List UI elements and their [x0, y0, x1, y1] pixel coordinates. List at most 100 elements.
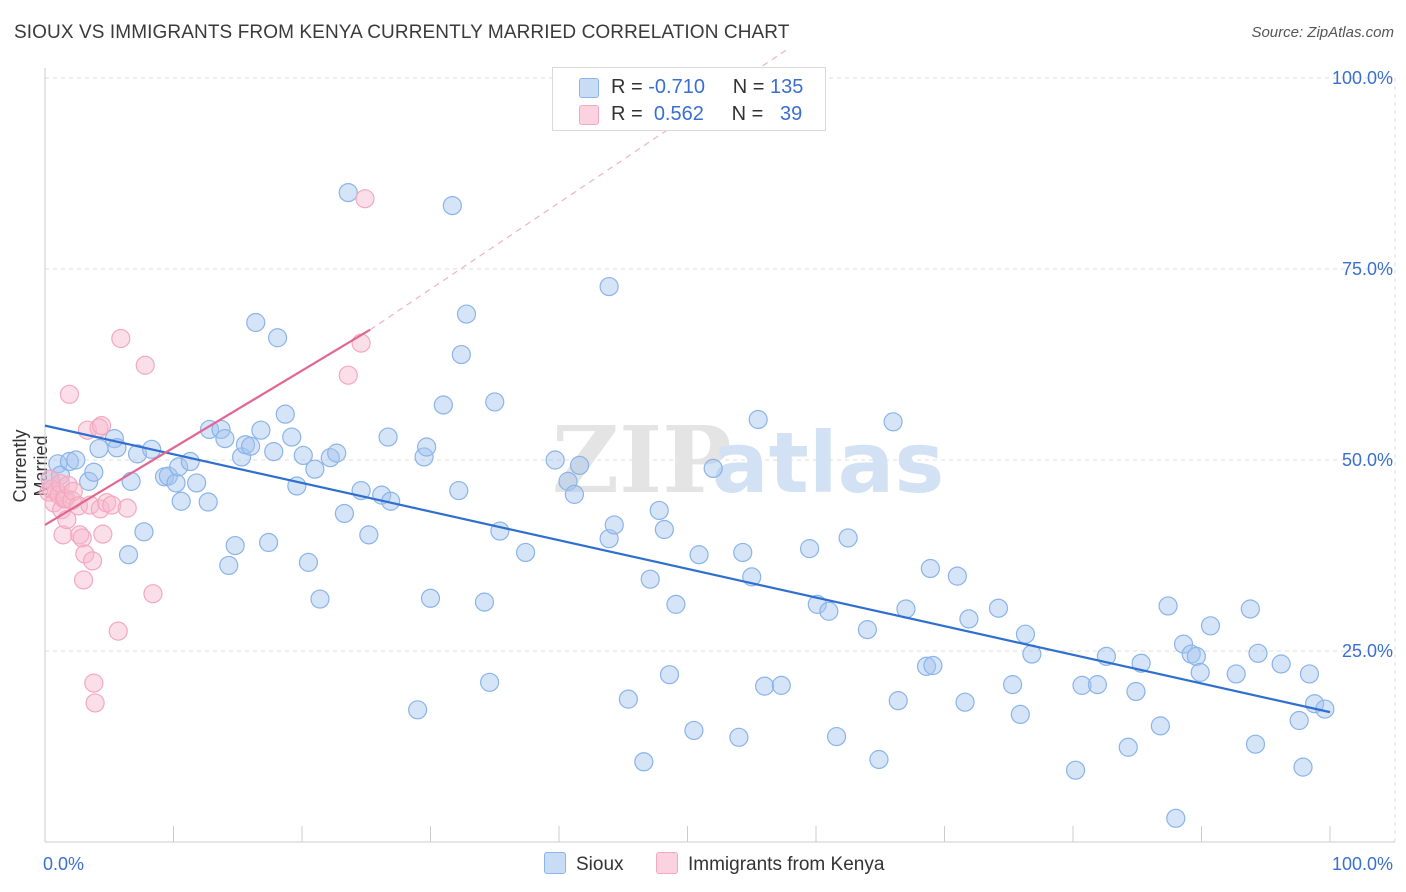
sioux-point-18 — [169, 457, 189, 477]
kenya-n-value: 39 — [780, 103, 803, 125]
sioux-point-114 — [1118, 737, 1138, 757]
sioux-point-118 — [1158, 596, 1178, 616]
kenya-point-37 — [338, 365, 358, 385]
sioux-point-34 — [264, 441, 284, 462]
kenya-point-13 — [59, 384, 80, 404]
sioux-point-52 — [408, 700, 428, 720]
sioux-r-value: -0.710 — [648, 76, 705, 98]
sioux-point-13 — [134, 522, 154, 542]
n-label: N = — [731, 103, 764, 125]
r-label: R = — [611, 76, 643, 98]
sioux-point-6 — [84, 462, 104, 482]
sioux-point-25 — [215, 429, 235, 449]
sioux-n-value: 135 — [770, 76, 804, 98]
bottom-legend-kenya: Immigrants from Kenya — [656, 852, 884, 876]
watermark-zip: ZIP — [552, 406, 731, 514]
sioux-legend-swatch — [544, 852, 566, 874]
sioux-point-104 — [959, 609, 979, 629]
sioux-point-132 — [1299, 664, 1320, 684]
sioux-point-88 — [771, 675, 791, 695]
sioux-point-39 — [293, 445, 313, 466]
kenya-point-15 — [63, 481, 83, 501]
sioux-point-107 — [1010, 704, 1030, 725]
sioux-point-117 — [1150, 716, 1170, 736]
sioux-point-48 — [359, 525, 379, 545]
sioux-point-50 — [378, 427, 398, 447]
sioux-swatch — [579, 78, 599, 98]
sioux-point-44 — [327, 443, 347, 463]
sioux-point-116 — [1131, 653, 1151, 673]
sioux-point-21 — [187, 473, 207, 493]
sioux-point-125 — [1226, 664, 1246, 684]
sioux-point-65 — [515, 542, 536, 563]
sioux-point-68 — [564, 484, 585, 504]
kenya-point-25 — [85, 693, 105, 713]
sioux-point-124 — [1200, 616, 1221, 636]
sioux-point-66 — [545, 450, 565, 470]
kenya-point-23 — [82, 551, 103, 571]
sioux-trend-line — [44, 424, 1331, 714]
sioux-point-120 — [1173, 634, 1194, 654]
sioux-point-99 — [916, 656, 937, 676]
sioux-point-58 — [449, 480, 469, 501]
sioux-point-78 — [659, 665, 680, 685]
sioux-point-84 — [733, 542, 753, 563]
sioux-point-128 — [1248, 643, 1268, 663]
sioux-point-1 — [48, 454, 68, 474]
n-label: N = — [732, 76, 765, 98]
sioux-point-11 — [118, 545, 139, 565]
sioux-point-123 — [1190, 662, 1210, 682]
kenya-point-35 — [135, 355, 155, 375]
sioux-point-95 — [869, 749, 889, 770]
sioux-point-111 — [1072, 675, 1092, 695]
sioux-point-112 — [1087, 675, 1108, 695]
chart-title: SIOUX VS IMMIGRANTS FROM KENYA CURRENTLY… — [14, 22, 790, 43]
sioux-point-101 — [923, 655, 943, 676]
kenya-point-29 — [93, 524, 113, 544]
y-tick-label: 50.0% — [1342, 450, 1393, 470]
sioux-point-131 — [1293, 757, 1313, 777]
sioux-point-115 — [1126, 681, 1146, 702]
sioux-point-41 — [305, 459, 325, 479]
sioux-point-81 — [689, 545, 709, 565]
sioux-point-129 — [1271, 654, 1291, 674]
kenya-point-34 — [117, 498, 137, 518]
watermark-atlas: atlas — [712, 414, 944, 512]
kenya-point-24 — [84, 673, 104, 693]
sioux-point-12 — [127, 444, 148, 464]
sioux-point-3 — [59, 451, 80, 472]
sioux-point-72 — [604, 515, 624, 535]
sioux-point-100 — [920, 558, 940, 579]
sioux-point-57 — [442, 195, 462, 216]
sioux-point-93 — [838, 528, 858, 548]
sioux-point-96 — [883, 412, 903, 432]
sioux-legend-label: Sioux — [576, 854, 624, 875]
sioux-point-54 — [417, 437, 437, 457]
kenya-point-33 — [111, 328, 131, 349]
sioux-point-10 — [121, 471, 141, 491]
sioux-point-30 — [241, 436, 261, 456]
sioux-point-17 — [166, 473, 186, 493]
x-tick-label-max: 100.0% — [1332, 854, 1393, 874]
sioux-point-26 — [219, 555, 239, 576]
sioux-point-40 — [298, 552, 319, 572]
sioux-point-103 — [955, 692, 975, 712]
sioux-point-60 — [456, 304, 477, 324]
sioux-point-61 — [474, 592, 495, 612]
sioux-point-119 — [1166, 808, 1186, 828]
sioux-point-33 — [258, 532, 279, 553]
kenya-point-20 — [75, 544, 95, 564]
sioux-point-80 — [684, 720, 704, 741]
sioux-point-46 — [338, 183, 358, 203]
sioux-point-127 — [1245, 734, 1266, 754]
watermark: ZIP atlas — [552, 406, 944, 514]
sioux-point-108 — [1015, 624, 1036, 644]
bottom-legend-sioux: Sioux — [544, 852, 624, 876]
sioux-point-76 — [649, 500, 669, 521]
sioux-point-20 — [180, 451, 200, 472]
sioux-point-19 — [171, 491, 191, 511]
kenya-point-31 — [102, 495, 122, 515]
tick-labels: 25.0% 50.0% 75.0% 100.0% 0.0% 100.0% — [43, 68, 1393, 874]
sioux-point-62 — [480, 672, 500, 692]
